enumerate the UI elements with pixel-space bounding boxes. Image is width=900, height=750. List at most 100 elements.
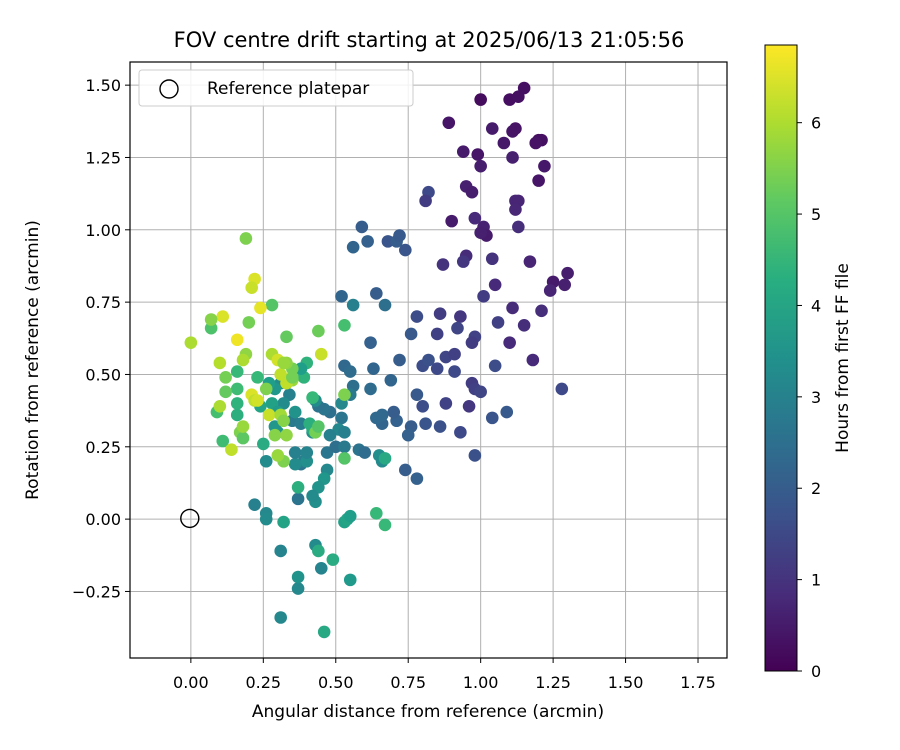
scatter-point (488, 278, 502, 292)
scatter-point (346, 298, 360, 312)
scatter-point (300, 454, 314, 468)
x-axis-ticks: 0.00 0.25 0.50 0.75 1.00 1.25 1.50 1.75 (173, 658, 716, 692)
scatter-point (335, 290, 348, 303)
scatter-point (338, 440, 351, 454)
legend-marker (159, 79, 179, 99)
scatter-point (364, 336, 377, 349)
scatter-point (265, 298, 279, 312)
scatter-point (454, 426, 467, 439)
y-tick-label: −0.25 (72, 582, 121, 601)
scatter-point (338, 452, 351, 465)
scatter-point (291, 492, 305, 506)
scatter-point (361, 235, 374, 248)
scatter-point (335, 411, 348, 425)
scatter-point (358, 446, 372, 459)
scatter-point (436, 258, 450, 271)
scatter-point (251, 394, 264, 407)
scatter-point (338, 388, 351, 402)
scatter-point (543, 284, 557, 297)
scatter-point (410, 472, 424, 485)
scatter-point (416, 399, 430, 413)
x-tick-label: 1.75 (680, 673, 716, 692)
scatter-point (485, 252, 499, 266)
scatter-point (381, 235, 395, 248)
scatter-point (338, 426, 351, 439)
scatter-point (393, 353, 406, 367)
scatter-point (213, 356, 227, 370)
scatter-point (500, 405, 514, 419)
scatter-point (280, 428, 293, 442)
scatter-point (225, 443, 238, 456)
scatter-point (399, 243, 412, 257)
scatter-point (512, 220, 525, 234)
x-tick-label: 1.50 (608, 673, 644, 692)
y-tick-label: 1.00 (85, 221, 121, 240)
scatter-point (314, 562, 328, 575)
y-tick-label: 1.50 (85, 76, 121, 95)
scatter-point (430, 327, 444, 341)
scatter-point (364, 382, 377, 396)
scatter-point (274, 544, 287, 558)
scatter-point (477, 290, 490, 303)
scatter-point (506, 151, 519, 164)
scatter-point (184, 336, 198, 349)
scatter-point (355, 220, 369, 234)
scatter-point (439, 397, 453, 410)
colorbar-label: Hours from first FF file (833, 263, 853, 453)
x-tick-label: 0.50 (318, 673, 354, 692)
reference-platepar-marker (180, 508, 200, 529)
scatter-point (497, 136, 511, 150)
scatter-point (346, 240, 360, 254)
scatter-point (204, 313, 218, 326)
scatter-point (433, 307, 447, 321)
scatter-point (259, 382, 273, 396)
scatter-point (268, 428, 282, 442)
scatter-point (454, 310, 467, 323)
scatter-point (254, 301, 267, 315)
scatter-point (378, 298, 392, 312)
scatter-point (277, 515, 290, 529)
scatter-point (419, 194, 432, 208)
scatter-point (251, 371, 264, 384)
scatter-point (291, 481, 305, 494)
scatter-point (317, 625, 331, 639)
scatter-point (474, 385, 487, 399)
colorbar-tick-label: 4 (811, 296, 821, 315)
scatter-point (285, 371, 299, 384)
scatter-point (230, 382, 244, 396)
scatter-point (448, 365, 461, 378)
scatter-point (517, 318, 531, 332)
scatter-point (503, 336, 516, 349)
colorbar-ticks: 0 1 2 3 4 5 6 (797, 114, 821, 681)
scatter-point (216, 310, 230, 323)
scatter-point (306, 489, 319, 503)
scatter-point (509, 203, 522, 216)
scatter-point (555, 382, 569, 396)
scatter-point (474, 93, 487, 106)
scatter-point (474, 226, 487, 239)
scatter-point (387, 405, 401, 419)
scatter-point (474, 159, 487, 173)
scatter-point (288, 446, 302, 459)
scatter-point (291, 582, 305, 595)
scatter-point (491, 316, 505, 329)
scatter-point (465, 336, 479, 349)
scatter-point (277, 414, 290, 428)
scatter-point (219, 385, 232, 399)
scatter-point (239, 232, 253, 245)
scatter-point (523, 255, 537, 268)
scatter-point (216, 434, 230, 448)
scatter-point (465, 185, 479, 199)
plot-frame (129, 61, 728, 659)
scatter-point (288, 457, 302, 471)
scatter-point (384, 373, 398, 387)
scatter-point (326, 553, 340, 566)
scatter-point (230, 397, 244, 410)
scatter-point (236, 431, 250, 445)
y-tick-label: 0.50 (85, 365, 121, 384)
scatter-point (399, 463, 412, 477)
scatter-point (378, 518, 392, 532)
scatter-point (370, 507, 383, 520)
scatter-point (433, 420, 447, 433)
scatter-point (262, 408, 276, 422)
